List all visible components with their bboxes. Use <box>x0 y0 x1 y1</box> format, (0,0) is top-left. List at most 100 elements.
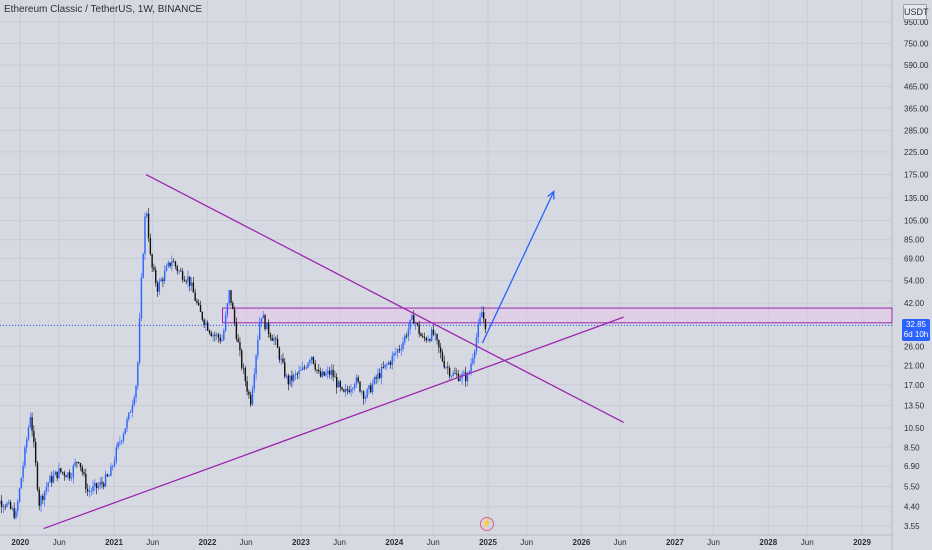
projection-arrow <box>481 191 555 344</box>
candle-body <box>34 442 37 463</box>
candle-body <box>165 266 168 271</box>
candle-body <box>436 334 438 340</box>
candle-body <box>353 384 356 389</box>
candle-body <box>72 465 74 478</box>
candle-body <box>364 397 367 399</box>
candle-body <box>187 276 189 282</box>
candle-body <box>101 482 103 484</box>
candle-body <box>51 476 53 483</box>
candle-body <box>301 367 304 370</box>
candle-body <box>400 349 402 350</box>
candle-body <box>117 442 119 448</box>
candle-body <box>346 388 349 391</box>
candle-body <box>438 339 440 348</box>
candle-body <box>26 439 28 448</box>
y-tick-label: 8.50 <box>904 443 920 452</box>
x-tick-label: Jun <box>53 538 66 547</box>
candle-body <box>323 371 325 376</box>
candle-body <box>94 483 96 486</box>
candle-body <box>27 427 30 440</box>
candle-body <box>171 261 173 267</box>
candle-body <box>425 338 428 341</box>
candle-body <box>303 367 306 369</box>
candle-body <box>214 334 216 336</box>
candle-body <box>413 315 415 324</box>
y-tick-label: 5.50 <box>904 483 920 492</box>
candle-body <box>321 371 324 377</box>
candle-body <box>156 282 159 292</box>
candle-body <box>314 363 316 370</box>
candle-body <box>466 373 469 382</box>
candle-body <box>9 502 12 509</box>
candle-body <box>38 489 40 506</box>
y-tick-label: 85.00 <box>904 236 925 245</box>
flash-icon[interactable]: ⚡ <box>480 517 494 531</box>
candle-body <box>370 385 372 393</box>
candle-body <box>384 364 386 368</box>
candle-body <box>341 387 343 390</box>
candle-body <box>81 467 83 473</box>
candle-body <box>79 462 82 468</box>
candle-body <box>379 373 381 378</box>
candle-body <box>99 482 101 486</box>
candle-body <box>300 369 302 371</box>
candle-body <box>40 496 42 506</box>
candle-body <box>226 303 229 316</box>
candle-body <box>269 333 272 338</box>
candle-body <box>359 381 361 392</box>
candle-body <box>456 373 458 375</box>
candle-body <box>167 262 169 267</box>
candle-body <box>472 358 474 364</box>
candle-body <box>389 362 392 365</box>
candle-body <box>362 391 365 399</box>
candle-body <box>246 381 248 392</box>
candle-body <box>443 361 445 368</box>
candle-body <box>129 412 132 413</box>
candle-body <box>241 350 243 368</box>
candle-body <box>95 483 98 489</box>
candle-body <box>192 282 195 293</box>
candle-body <box>52 475 55 483</box>
candle-body <box>151 254 153 268</box>
candle-body <box>206 322 209 331</box>
candle-body <box>0 500 3 507</box>
candle-body <box>395 352 397 354</box>
y-tick-label: 175.00 <box>904 171 929 180</box>
x-tick-label: Jun <box>520 538 533 547</box>
candle-body <box>45 486 48 492</box>
candle-body <box>371 383 374 393</box>
candle-body <box>465 372 467 382</box>
candle-body <box>310 356 313 361</box>
candle-body <box>155 269 157 283</box>
candle-body <box>212 334 214 337</box>
candle-body <box>137 362 139 387</box>
candle-body <box>232 302 234 310</box>
candle-body <box>77 462 80 463</box>
candle-body <box>235 322 238 339</box>
candle-body <box>208 330 211 333</box>
candle-body <box>330 369 333 375</box>
candle-body <box>470 363 472 372</box>
candle-body <box>224 315 227 331</box>
x-tick-label: 2028 <box>759 538 777 547</box>
currency-selector[interactable]: USDT <box>903 4 929 20</box>
candle-body <box>477 324 479 338</box>
candle-body <box>398 349 401 351</box>
candle-body <box>361 391 363 393</box>
candle-body <box>291 375 293 381</box>
candle-body <box>219 337 221 342</box>
candle-body <box>17 501 19 512</box>
y-tick-label: 225.00 <box>904 148 929 157</box>
candle-body <box>267 322 270 334</box>
candle-body <box>249 394 252 405</box>
candle-body <box>429 339 431 341</box>
candle-body <box>205 322 207 325</box>
candle-body <box>22 465 24 478</box>
candle-body <box>343 389 345 392</box>
y-tick-label: 6.90 <box>904 462 920 471</box>
candle-body <box>307 362 309 368</box>
candle-body <box>260 318 263 323</box>
candle-body <box>135 386 137 398</box>
